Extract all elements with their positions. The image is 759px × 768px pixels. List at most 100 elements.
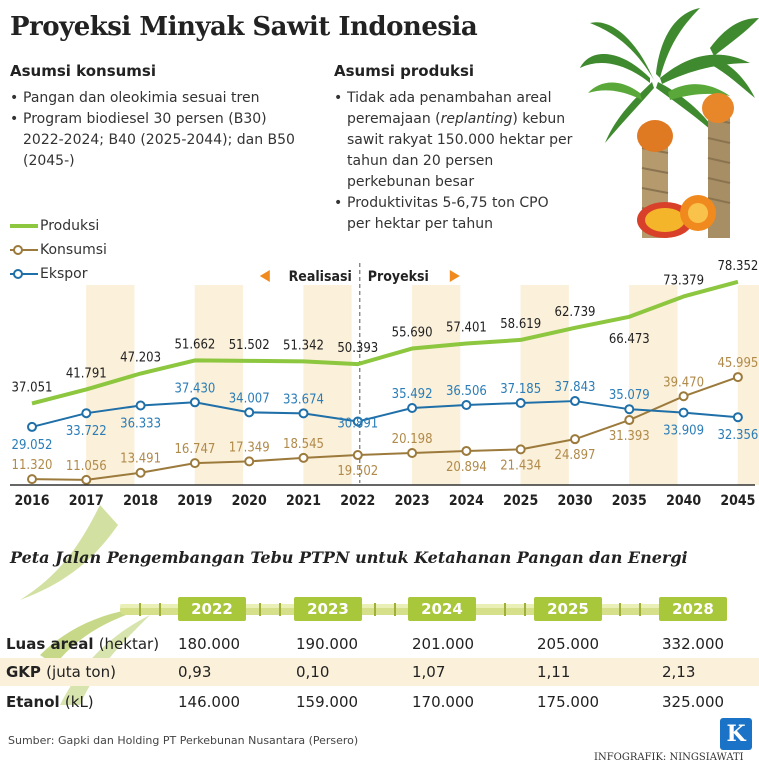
data-label-konsumsi: 20.198 (392, 432, 433, 447)
roadmap-year-badge: 2025 (534, 597, 602, 621)
x-tick-label: 2024 (449, 493, 484, 509)
roadmap-cell: 325.000 (662, 693, 725, 711)
series-line-konsumsi (31, 376, 739, 481)
data-label-produksi: 50.393 (337, 341, 378, 356)
data-point-ekspor (732, 412, 743, 423)
roadmap-cell: 2,13 (662, 663, 696, 681)
data-label-produksi: 47.203 (120, 351, 161, 366)
k-logo-icon: K (720, 718, 752, 750)
roadmap-row-label-text: Etanol (6, 693, 60, 711)
sugarcane-stalk-icon (120, 603, 720, 616)
x-tick-label: 2040 (666, 493, 701, 509)
data-point-ekspor (352, 416, 363, 427)
data-point-ekspor (135, 400, 146, 411)
roadmap-year-badge: 2028 (659, 597, 727, 621)
x-tick-label: 2030 (557, 493, 592, 509)
data-label-ekspor: 35.492 (392, 387, 433, 402)
roadmap-cell: 175.000 (537, 693, 600, 711)
data-label-ekspor: 35.079 (609, 388, 650, 403)
roadmap-cell: 159.000 (296, 693, 359, 711)
data-label-konsumsi: 11.320 (12, 458, 53, 473)
data-point-konsumsi (515, 444, 526, 455)
data-label-konsumsi: 39.470 (663, 375, 704, 390)
data-label-produksi: 73.379 (663, 273, 704, 288)
x-tick-label: 2022 (340, 493, 375, 509)
oil-palm-tree-icon (580, 8, 759, 238)
chart-legend: Produksi Konsumsi Ekspor (10, 214, 107, 286)
data-point-konsumsi (570, 434, 580, 445)
data-point-ekspor (515, 397, 526, 408)
x-tick-label: 2021 (286, 493, 321, 509)
legend-label-konsumsi: Konsumsi (40, 242, 107, 258)
data-label-ekspor: 37.185 (500, 382, 541, 397)
credit-note: INFOGRAFIK: NINGSIAWATI (594, 752, 744, 763)
data-point-ekspor (461, 399, 472, 410)
data-label-produksi: 66.473 (609, 332, 650, 347)
data-point-ekspor (244, 407, 255, 418)
roadmap-cell: 0,10 (296, 663, 330, 681)
data-point-konsumsi (27, 474, 37, 485)
data-label-konsumsi: 18.545 (283, 437, 324, 452)
data-label-ekspor: 36.506 (446, 384, 487, 399)
roadmap-row-label: Luas areal (hektar) (6, 635, 159, 653)
series-line-produksi (31, 279, 739, 406)
data-label-ekspor: 37.430 (174, 381, 215, 396)
roadmap-title: Peta Jalan Pengembangan Tebu PTPN untuk … (10, 548, 688, 567)
roadmap-cell: 201.000 (412, 635, 475, 653)
palm-oil-line-chart: Realisasi Proyeksi 37.051 41.791 47.203 51.6… (10, 259, 759, 509)
series-line-ekspor (31, 400, 738, 428)
data-label-produksi: 78.352 (717, 259, 758, 274)
data-point-konsumsi (298, 452, 309, 463)
x-tick-label: 2017 (69, 493, 104, 509)
data-label-konsumsi: 21.434 (500, 458, 541, 473)
asumsi-produksi-heading: Asumsi produksi (334, 62, 475, 80)
legend-line-produksi-icon (10, 224, 38, 228)
legend-label-ekspor: Ekspor (40, 266, 88, 282)
column-band (629, 285, 678, 485)
data-label-produksi: 51.342 (283, 338, 324, 353)
legend-item-konsumsi: Konsumsi (10, 238, 107, 262)
data-label-konsumsi: 19.502 (337, 464, 378, 479)
data-point-ekspor (81, 408, 92, 419)
roadmap-year-badge: 2022 (178, 597, 246, 621)
roadmap-cell: 1,07 (412, 663, 446, 681)
roadmap-row-unit: (juta ton) (46, 663, 116, 681)
roadmap-cell: 170.000 (412, 693, 475, 711)
legend-item-produksi: Produksi (10, 214, 107, 238)
x-tick-label: 2035 (612, 493, 647, 509)
roadmap-row-label-text: GKP (6, 663, 41, 681)
roadmap-row-label: GKP (juta ton) (6, 663, 116, 681)
roadmap-cell: 180.000 (178, 635, 241, 653)
roadmap-cell: 146.000 (178, 693, 241, 711)
asumsi-produksi-item1-italic: replanting (440, 111, 513, 127)
column-band (194, 285, 244, 485)
data-label-ekspor: 37.843 (555, 380, 596, 395)
data-point-konsumsi (135, 467, 146, 478)
data-label-produksi: 57.401 (446, 321, 487, 336)
data-label-ekspor: 36.333 (120, 417, 161, 432)
roadmap-cell: 0,93 (178, 663, 212, 681)
data-point-konsumsi (81, 474, 92, 485)
asumsi-konsumsi-list: Pangan dan oleokimia sesuai tren Program… (10, 88, 310, 172)
x-tick-label: 2045 (720, 493, 755, 509)
asumsi-produksi-item1-pre: Tidak ada penambahan areal peremajaan ( (347, 90, 552, 127)
data-point-ekspor (27, 421, 37, 432)
column-band (737, 285, 759, 485)
roadmap-row-gkp: GKP (juta ton) 0,93 0,10 1,07 1,11 2,13 (0, 658, 759, 686)
data-label-produksi: 62.739 (555, 305, 596, 320)
roadmap-row-unit: (kL) (64, 693, 94, 711)
data-point-konsumsi (678, 391, 689, 402)
data-label-produksi: 58.619 (500, 317, 541, 332)
data-point-konsumsi (732, 372, 743, 383)
x-tick-label: 2020 (232, 493, 267, 509)
data-label-produksi: 37.051 (12, 380, 53, 395)
data-label-produksi: 55.690 (392, 326, 433, 341)
data-label-konsumsi: 45.995 (717, 356, 758, 371)
page-title: Proyeksi Minyak Sawit Indonesia (10, 12, 478, 42)
asumsi-konsumsi-heading: Asumsi konsumsi (10, 62, 157, 80)
data-label-konsumsi: 16.747 (174, 442, 215, 457)
x-tick-label: 2018 (123, 493, 158, 509)
roadmap-row-unit: (hektar) (98, 635, 160, 653)
legend-label-produksi: Produksi (40, 218, 100, 234)
realisasi-label: Realisasi (289, 269, 352, 285)
